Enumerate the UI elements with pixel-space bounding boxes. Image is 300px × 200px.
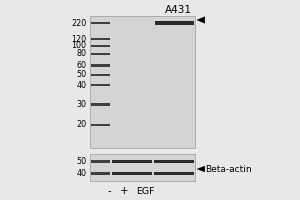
Text: 220: 220 [71,19,86,28]
Bar [91,64,110,67]
Polygon shape [196,166,205,172]
Text: 40: 40 [76,169,86,178]
Bar [91,45,110,47]
Bar [112,160,152,163]
Text: 80: 80 [76,49,86,58]
Text: 30: 30 [76,100,86,109]
Text: 50: 50 [76,70,86,79]
Text: +: + [120,186,129,196]
Bar [90,154,195,181]
Bar [154,21,194,25]
Bar [91,160,110,163]
Text: A431: A431 [165,5,192,15]
Bar [90,16,195,148]
Bar [91,103,110,106]
Bar [112,172,152,175]
Bar [91,172,110,175]
Bar [91,22,110,24]
Polygon shape [196,16,205,24]
Text: Beta-actin: Beta-actin [206,164,252,173]
Text: 100: 100 [71,41,86,50]
Bar [154,172,194,175]
Text: 60: 60 [76,61,86,70]
Bar [91,84,110,86]
Text: 20: 20 [76,120,86,129]
Bar [154,160,194,163]
Text: 50: 50 [76,157,86,166]
Text: -: - [108,186,111,196]
Bar [91,38,110,40]
Bar [91,124,110,126]
Bar [91,53,110,55]
Bar [91,74,110,76]
Text: 120: 120 [71,35,86,44]
Text: EGF: EGF [136,186,155,196]
Text: 40: 40 [76,81,86,90]
